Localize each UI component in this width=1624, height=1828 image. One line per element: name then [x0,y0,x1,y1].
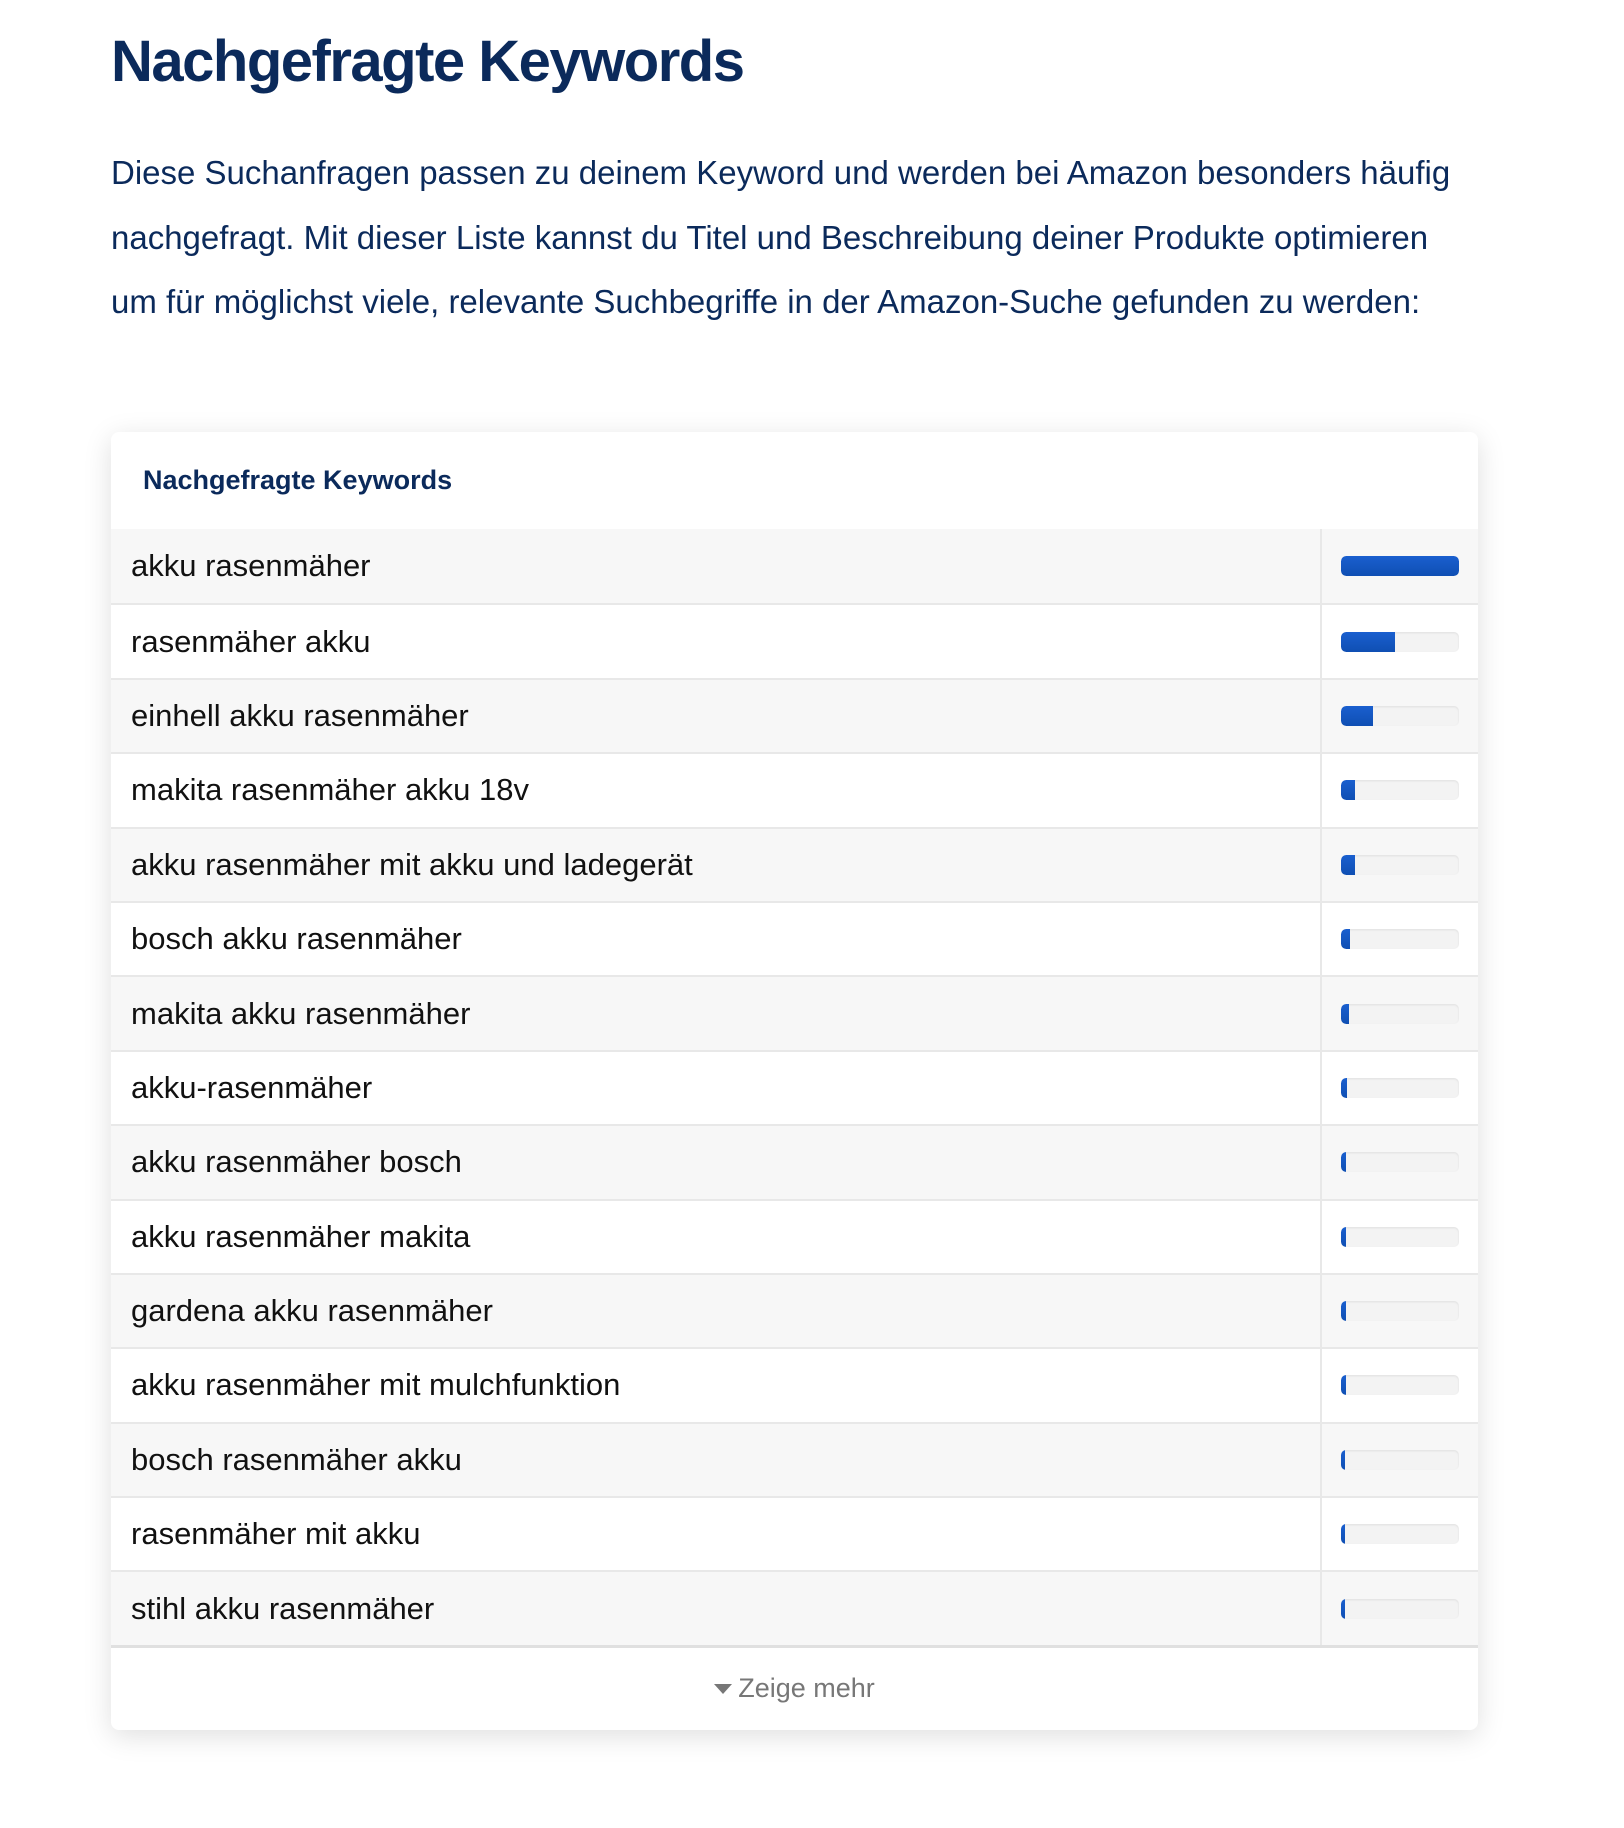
keyword-text: akku rasenmäher makita [131,1218,471,1254]
popularity-bar-fill [1341,1077,1347,1098]
popularity-bar-fill [1341,1152,1346,1173]
popularity-cell [1320,1423,1478,1497]
keyword-row: akku rasenmäher mit mulchfunktion [111,1347,1478,1422]
popularity-cell [1320,902,1478,976]
popularity-cell [1320,1126,1478,1199]
keyword-text: einhell akku rasenmäher [131,697,469,733]
popularity-bar-fill [1341,631,1396,652]
popularity-bar-fill [1341,1375,1346,1396]
keyword-text: bosch rasenmäher akku [131,1441,462,1477]
caret-down-icon [714,1683,733,1694]
popularity-bar [1341,705,1459,726]
popularity-cell [1320,1051,1478,1125]
keywords-card: Nachgefragte Keywords akku rasenmäher ras… [111,432,1478,1730]
popularity-cell [1320,605,1478,678]
keyword-row: einhell akku rasenmäher [111,677,1478,753]
keyword-row: makita rasenmäher akku 18v [111,752,1478,827]
popularity-bar [1341,1449,1459,1470]
popularity-bar-fill [1341,556,1459,577]
keyword-row: gardena akku rasenmäher [111,1272,1478,1348]
keyword-row: akku rasenmäher [111,529,1478,604]
popularity-bar [1341,556,1459,577]
popularity-cell [1320,1498,1478,1571]
keyword-text: stihl akku rasenmäher [131,1590,435,1626]
popularity-bar [1341,1226,1459,1247]
popularity-cell [1320,1200,1478,1273]
card-header: Nachgefragte Keywords [143,465,453,495]
page-title: Nachgefragte Keywords [111,29,745,94]
popularity-bar [1341,1524,1459,1545]
keyword-text: akku rasenmäher mit akku und ladegerät [131,846,693,882]
popularity-bar [1341,1301,1459,1322]
popularity-cell [1320,754,1478,827]
keyword-row: rasenmäher mit akku [111,1496,1478,1571]
keyword-row: akku-rasenmäher [111,1049,1478,1125]
popularity-bar-fill [1341,1226,1346,1247]
popularity-bar [1341,1003,1459,1024]
keyword-row: akku rasenmäher makita [111,1198,1478,1273]
keyword-text: makita akku rasenmäher [131,995,471,1031]
popularity-bar-fill [1341,780,1356,801]
popularity-bar [1341,1598,1459,1619]
popularity-cell [1320,679,1478,753]
popularity-bar-fill [1341,854,1356,875]
intro-text: Diese Suchanfragen passen zu deinem Keyw… [111,154,1451,320]
keyword-text: akku rasenmäher [131,548,371,584]
popularity-bar-fill [1341,1598,1345,1619]
popularity-bar-fill [1341,1449,1345,1470]
popularity-cell [1320,1274,1478,1348]
keyword-text: bosch akku rasenmäher [131,921,462,957]
keyword-row: makita akku rasenmäher [111,975,1478,1050]
keyword-text: akku-rasenmäher [131,1069,373,1105]
popularity-bar [1341,1375,1459,1396]
popularity-bar [1341,929,1459,950]
keyword-list: akku rasenmäher rasenmäher akku einhell ak… [111,529,1478,1645]
keyword-text: akku rasenmäher bosch [131,1144,462,1180]
popularity-bar [1341,1077,1459,1098]
keyword-row: rasenmäher akku [111,603,1478,678]
popularity-bar-fill [1341,929,1351,950]
popularity-cell [1320,1572,1478,1645]
popularity-bar-fill [1341,705,1373,726]
popularity-bar [1341,631,1459,652]
keyword-row: stihl akku rasenmäher [111,1570,1478,1645]
popularity-bar-fill [1341,1003,1350,1024]
popularity-cell [1320,529,1478,604]
keyword-row: bosch akku rasenmäher [111,900,1478,976]
popularity-cell [1320,1349,1478,1422]
keyword-row: akku rasenmäher bosch [111,1124,1478,1199]
popularity-bar [1341,854,1459,875]
show-more-label: Zeige mehr [738,1673,875,1704]
keyword-text: gardena akku rasenmäher [131,1293,493,1329]
keyword-text: rasenmäher akku [131,623,371,659]
keyword-text: makita rasenmäher akku 18v [131,772,530,808]
popularity-bar-fill [1341,1301,1346,1322]
keyword-row: akku rasenmäher mit akku und ladegerät [111,826,1478,901]
popularity-bar [1341,1152,1459,1173]
keyword-row: bosch rasenmäher akku [111,1421,1478,1497]
keyword-text: akku rasenmäher mit mulchfunktion [131,1367,621,1403]
popularity-cell [1320,828,1478,901]
popularity-bar-fill [1341,1524,1345,1545]
show-more-button[interactable]: Zeige mehr [111,1644,1478,1730]
popularity-cell [1320,977,1478,1050]
popularity-bar [1341,780,1459,801]
keyword-text: rasenmäher mit akku [131,1516,421,1552]
